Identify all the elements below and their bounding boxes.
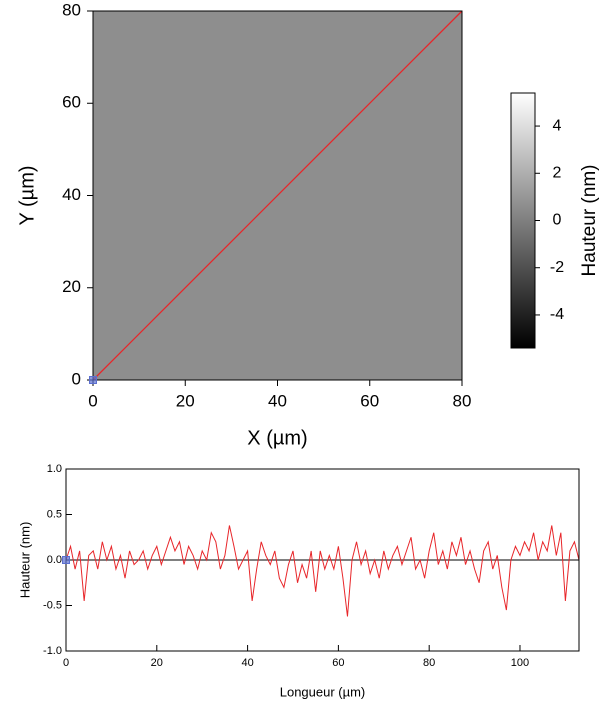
y-tick-label: 1.0	[47, 463, 62, 475]
x-tick-label: 40	[241, 657, 253, 669]
x-tick-label: 0	[63, 657, 69, 669]
x-tick-label: 80	[453, 391, 472, 410]
x-tick-label: 40	[268, 391, 287, 410]
x-axis-label: X (µm)	[247, 427, 307, 449]
y-axis-label: Hauteur (nm)	[17, 522, 32, 599]
colorbar-tick-label: 4	[553, 117, 562, 134]
y-tick-label: -0.5	[43, 599, 62, 611]
x-tick-label: 60	[360, 391, 379, 410]
colorbar-label: Hauteur (nm)	[579, 165, 600, 277]
x-tick-label: 0	[88, 391, 97, 410]
y-tick-label: 60	[62, 93, 81, 112]
start-marker	[89, 376, 97, 384]
y-tick-label: 0.0	[47, 554, 62, 566]
colorbar	[510, 92, 536, 349]
profile-line	[92, 10, 463, 381]
x-tick-label: 100	[511, 657, 529, 669]
profile	[65, 525, 580, 617]
x-axis-label: Longueur (µm)	[280, 684, 366, 699]
colorbar-tick-label: 2	[553, 164, 562, 181]
y-tick-label: 40	[62, 185, 81, 204]
x-tick-label: 80	[423, 657, 435, 669]
x-tick-label: 20	[176, 391, 195, 410]
y-tick-label: 0	[72, 369, 81, 388]
colorbar-tick-label: -4	[550, 306, 564, 323]
colorbar-tick-label: -2	[550, 259, 564, 276]
colorbar-tick-label: 0	[553, 212, 562, 229]
y-tick-label: 80	[62, 0, 81, 19]
y-tick-label: 0.5	[47, 508, 62, 520]
x-tick-label: 60	[332, 657, 344, 669]
y-tick-label: 20	[62, 277, 81, 296]
start-marker	[62, 556, 70, 564]
x-tick-label: 20	[151, 657, 163, 669]
y-axis-label: Y (µm)	[16, 165, 38, 225]
y-tick-label: -1.0	[43, 645, 62, 657]
